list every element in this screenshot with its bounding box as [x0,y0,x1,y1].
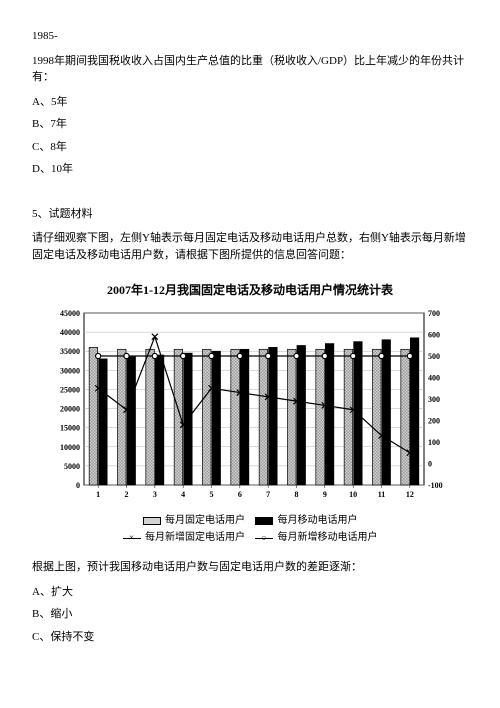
svg-text:40000: 40000 [60,328,80,337]
q4-option-d[interactable]: D、10年 [32,161,468,178]
q5-heading: 5、试题材料 [32,206,468,223]
svg-text:200: 200 [428,417,440,426]
legend-label-mobile-new: 每月新增移动电话用户 [278,532,378,543]
q5-post-text: 根据上图，预计我国移动电话用户数与固定电话用户数的差距逐渐： [32,559,468,576]
legend-label-fixed-total: 每月固定电话用户 [165,515,245,526]
q5-instruction: 请仔细观察下图，左侧Y轴表示每月固定电话及移动电话用户总数，右侧Y轴表示每月新增… [32,230,468,263]
bar-fixed-total-11 [373,349,382,485]
q4-option-a[interactable]: A、5年 [32,94,468,111]
svg-text:30000: 30000 [60,366,80,375]
svg-text:300: 300 [428,395,440,404]
svg-text:100: 100 [428,438,440,447]
bar-mobile-total-7 [269,347,278,485]
bar-fixed-total-5 [203,349,212,485]
svg-text:0: 0 [76,481,80,490]
chart-title: 2007年1-12月我国固定电话及移动电话用户情况统计表 [32,281,468,299]
svg-text:5000: 5000 [64,462,80,471]
svg-text:0: 0 [428,460,432,469]
bar-mobile-total-9 [325,344,334,485]
bar-fixed-total-12 [401,349,410,485]
bar-fixed-total-7 [259,349,268,485]
svg-text:400: 400 [428,374,440,383]
svg-text:8: 8 [295,490,299,499]
bar-mobile-total-5 [212,351,221,485]
svg-text:10: 10 [349,490,357,499]
svg-text:500: 500 [428,352,440,361]
svg-text:10000: 10000 [60,443,80,452]
svg-text:6: 6 [238,490,242,499]
svg-text:35000: 35000 [60,347,80,356]
bar-fixed-total-6 [231,349,240,485]
svg-text:600: 600 [428,331,440,340]
telephone-chart: 0500010000150002000025000300003500040000… [40,307,460,507]
svg-text:20000: 20000 [60,405,80,414]
bar-mobile-total-12 [410,338,419,485]
q5-option-b[interactable]: B、缩小 [32,606,468,623]
svg-text:2: 2 [125,490,129,499]
svg-text:3: 3 [153,490,157,499]
q4-option-b[interactable]: B、7年 [32,116,468,133]
legend-label-mobile-total: 每月移动电话用户 [278,515,358,526]
q4-option-c[interactable]: C、8年 [32,139,468,156]
bar-fixed-total-1 [89,347,98,485]
bar-mobile-total-2 [127,357,136,485]
svg-text:9: 9 [323,490,327,499]
bar-fixed-total-2 [118,349,127,485]
line-fixed-new [98,337,410,453]
svg-text:700: 700 [428,309,440,318]
bar-mobile-total-8 [297,345,306,485]
bar-mobile-total-11 [382,340,391,485]
q4-stem-line1: 1985- [32,28,468,45]
svg-text:-100: -100 [428,481,443,490]
legend-swatch-fixed-total [143,517,161,525]
svg-text:25000: 25000 [60,385,80,394]
chart-legend: 每月固定电话用户 每月移动电话用户 × 每月新增固定电话用户 ○ 每月新增移动电… [32,513,468,545]
bar-mobile-total-6 [240,349,249,485]
bar-fixed-total-9 [316,349,325,485]
svg-text:45000: 45000 [60,309,80,318]
bar-fixed-total-10 [344,349,353,485]
svg-text:1: 1 [96,490,100,499]
svg-text:12: 12 [406,490,414,499]
svg-text:4: 4 [181,490,185,499]
q5-option-a[interactable]: A、扩大 [32,584,468,601]
svg-text:7: 7 [266,490,270,499]
q4-stem-line2: 1998年期间我国税收收入占国内生产总值的比重（税收收入/GDP）比上年减少的年… [32,53,468,86]
svg-text:11: 11 [378,490,386,499]
bar-mobile-total-3 [155,355,164,485]
bar-mobile-total-1 [99,359,108,485]
svg-text:15000: 15000 [60,424,80,433]
bar-fixed-total-4 [174,349,183,485]
legend-swatch-mobile-total [255,517,273,525]
svg-text:5: 5 [210,490,214,499]
q5-option-c[interactable]: C、保持不变 [32,629,468,646]
legend-label-fixed-new: 每月新增固定电话用户 [145,532,245,543]
bar-fixed-total-8 [288,349,297,485]
bar-fixed-total-3 [146,349,155,485]
